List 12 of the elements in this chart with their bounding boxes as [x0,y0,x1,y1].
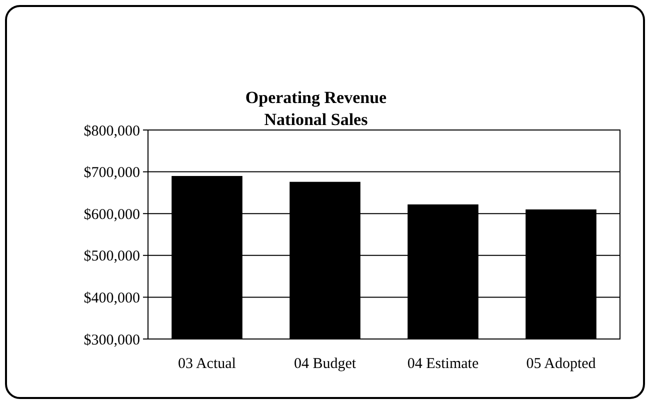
x-tick-label: 05 Adopted [526,356,596,372]
y-tick-label: $600,000 [84,206,140,223]
y-tick-label: $500,000 [84,248,140,265]
y-tick-label: $700,000 [84,165,140,182]
chart-subtitle: National Sales [264,110,368,129]
x-tick-label: 04 Estimate [407,356,479,372]
chart-title: Operating Revenue [245,88,388,107]
x-tick-label: 03 Actual [178,356,236,372]
y-tick-label: $400,000 [84,290,140,306]
y-tick-label: $300,000 [84,332,140,348]
y-tick-label: $800,000 [84,123,140,140]
x-tick-label: 04 Budget [294,356,357,372]
